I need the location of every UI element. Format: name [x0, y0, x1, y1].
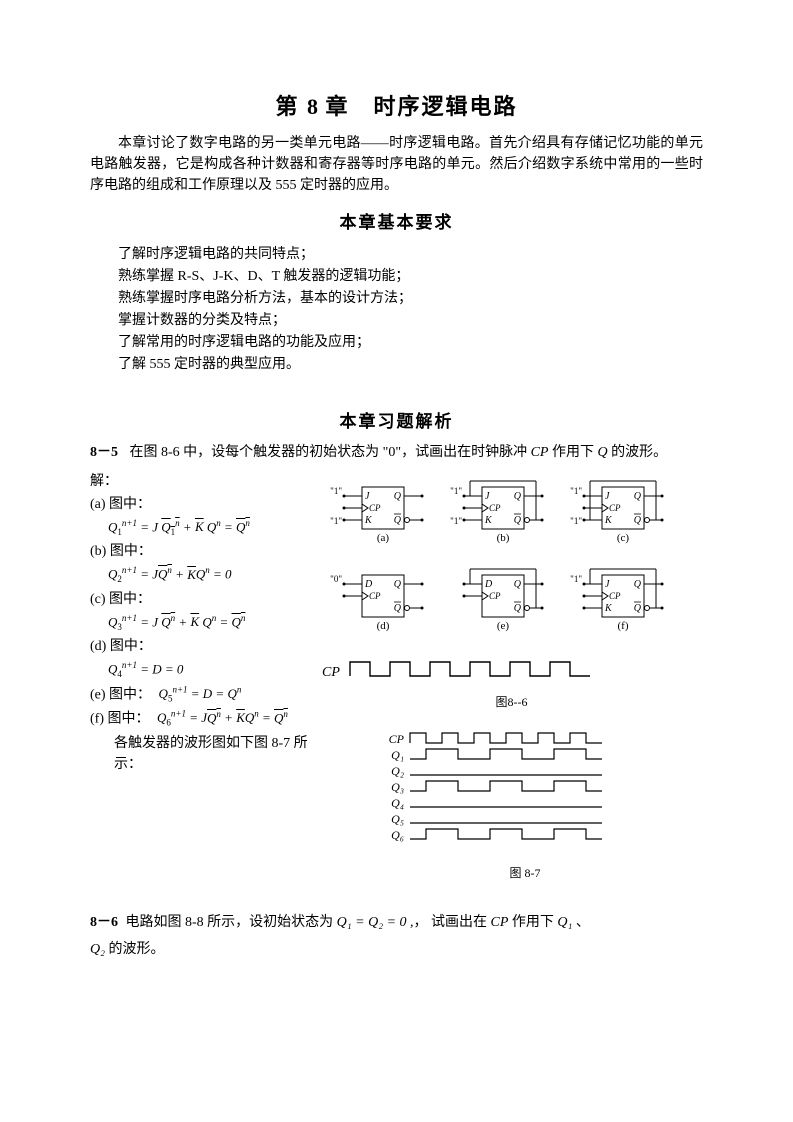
svg-text:CP: CP: [389, 732, 405, 746]
answer-b-label: (b) 图中：: [90, 541, 320, 562]
svg-text:K: K: [604, 515, 613, 526]
svg-text:Q: Q: [394, 515, 402, 526]
svg-text:(f): (f): [618, 620, 629, 632]
svg-text:Q: Q: [394, 579, 402, 590]
answer-b-formula: Q2n+1 = JQn + KQn = 0: [108, 564, 320, 586]
answer-d-label: (d) 图中：: [90, 636, 320, 657]
answer-d-formula: Q4n+1 = D = 0: [108, 659, 320, 681]
answer-c-formula: Q3n+1 = J Qn + K Qn = Qn: [108, 612, 320, 634]
problem-id: 8－5: [90, 445, 118, 460]
svg-text:Q₆: Q₆: [391, 828, 404, 842]
requirement-item: 了解常用的时序逻辑电路的功能及应用；: [118, 332, 703, 353]
svg-text:CP: CP: [489, 591, 501, 601]
answer-f-tail: 各触发器的波形图如下图 8-7 所示：: [114, 733, 320, 775]
svg-text:(c): (c): [617, 532, 630, 544]
svg-text:Q₅: Q₅: [391, 812, 404, 826]
svg-text:(d): (d): [377, 620, 390, 632]
svg-text:D: D: [484, 579, 493, 590]
svg-text:Q₁: Q₁: [391, 748, 404, 762]
svg-text:"1": "1": [570, 574, 582, 584]
solution-label: 解：: [90, 471, 320, 492]
requirements-list: 了解时序逻辑电路的共同特点； 熟练掌握 R-S、J-K、D、T 触发器的逻辑功能…: [118, 244, 703, 375]
svg-text:Q: Q: [514, 579, 522, 590]
chapter-number: 8: [307, 94, 318, 119]
svg-text:J: J: [365, 491, 370, 502]
svg-text:CP: CP: [369, 503, 381, 513]
answer-a-formula: Q1n+1 = J Q1n + K Qn = Qn: [108, 517, 320, 539]
svg-text:Q: Q: [634, 491, 642, 502]
figure-8-7: CP Q₁ Q₂ Q₃ Q₄ Q₅ Q₆: [380, 725, 670, 855]
svg-text:(b): (b): [497, 532, 510, 544]
svg-text:CP: CP: [369, 591, 381, 601]
svg-text:Q₃: Q₃: [391, 780, 404, 794]
answer-f: (f) 图中： Q6n+1 = JQn + KQn = Qn: [90, 708, 320, 730]
svg-text:"1": "1": [570, 486, 582, 496]
svg-text:Q: Q: [394, 491, 402, 502]
svg-text:Q₂: Q₂: [391, 764, 404, 778]
svg-text:CP: CP: [489, 503, 501, 513]
svg-text:(a): (a): [377, 532, 390, 544]
svg-text:K: K: [364, 515, 373, 526]
requirement-item: 了解 555 定时器的典型应用。: [118, 354, 703, 375]
svg-text:Q: Q: [394, 603, 402, 614]
svg-text:CP: CP: [609, 591, 621, 601]
svg-text:CP: CP: [322, 665, 340, 680]
section-requirements-title: 本章基本要求: [90, 210, 703, 236]
answer-a-label: (a) 图中：: [90, 494, 320, 515]
svg-text:D: D: [364, 579, 373, 590]
svg-text:K: K: [484, 515, 493, 526]
figure-8-6: J K "1" "1" CP Q Q (a) J K "1" "1" CP Q Q (b) J K "1" "1" CP…: [320, 471, 690, 651]
svg-text:K: K: [604, 603, 613, 614]
svg-text:CP: CP: [609, 503, 621, 513]
svg-text:(e): (e): [497, 620, 510, 632]
problem-8-6: 8－6 电路如图 8-8 所示，设初始状态为 Q₁ = Q₂ = 0 ,， 试画…: [90, 912, 703, 960]
svg-text:Q: Q: [634, 603, 642, 614]
chapter-prefix: 第: [275, 94, 307, 119]
svg-text:"1": "1": [570, 516, 582, 526]
svg-text:Q: Q: [634, 579, 642, 590]
svg-text:Q: Q: [514, 515, 522, 526]
svg-text:"1": "1": [450, 486, 462, 496]
chapter-intro: 本章讨论了数字电路的另一类单元电路——时序逻辑电路。首先介绍具有存储记忆功能的单…: [90, 133, 703, 196]
solution-text-column: 解： (a) 图中： Q1n+1 = J Q1n + K Qn = Qn (b)…: [90, 471, 320, 882]
chapter-gap: [350, 94, 374, 119]
figure-8-7-caption: 图 8-7: [380, 864, 670, 882]
problem-stem: 电路如图 8-8 所示，设初始状态为 Q₁ = Q₂ = 0 ,， 试画出在 C…: [126, 915, 590, 930]
requirement-item: 熟练掌握时序电路分析方法，基本的设计方法；: [118, 288, 703, 309]
svg-text:J: J: [605, 491, 610, 502]
svg-text:"1": "1": [450, 516, 462, 526]
requirement-item: 熟练掌握 R-S、J-K、D、T 触发器的逻辑功能；: [118, 266, 703, 287]
svg-text:"1": "1": [330, 516, 342, 526]
problem-id: 8－6: [90, 915, 118, 930]
figure-8-6-caption: 图8--6: [320, 693, 703, 711]
svg-text:"1": "1": [330, 486, 342, 496]
svg-text:"0": "0": [330, 574, 342, 584]
answer-c-label: (c) 图中：: [90, 589, 320, 610]
svg-text:Q: Q: [634, 515, 642, 526]
svg-text:Q: Q: [514, 603, 522, 614]
svg-text:J: J: [605, 579, 610, 590]
svg-text:Q: Q: [514, 491, 522, 502]
section-solutions-title: 本章习题解析: [90, 409, 703, 435]
cp-waveform: CP: [320, 658, 690, 684]
problem-stem: 在图 8-6 中，设每个触发器的初始状态为 "0"，试画出在时钟脉冲 CP 作用…: [122, 445, 668, 460]
chapter-name: 时序逻辑电路: [374, 94, 518, 119]
answer-e: (e) 图中： Q5n+1 = D = Qn: [90, 684, 320, 706]
svg-text:Q₄: Q₄: [391, 796, 404, 810]
requirement-item: 掌握计数器的分类及特点；: [118, 310, 703, 331]
requirement-item: 了解时序逻辑电路的共同特点；: [118, 244, 703, 265]
chapter-title: 第 8 章 时序逻辑电路: [90, 90, 703, 123]
chapter-mid: 章: [318, 94, 350, 119]
problem-8-5: 8－5 在图 8-6 中，设每个触发器的初始状态为 "0"，试画出在时钟脉冲 C…: [90, 442, 703, 463]
svg-text:J: J: [485, 491, 490, 502]
